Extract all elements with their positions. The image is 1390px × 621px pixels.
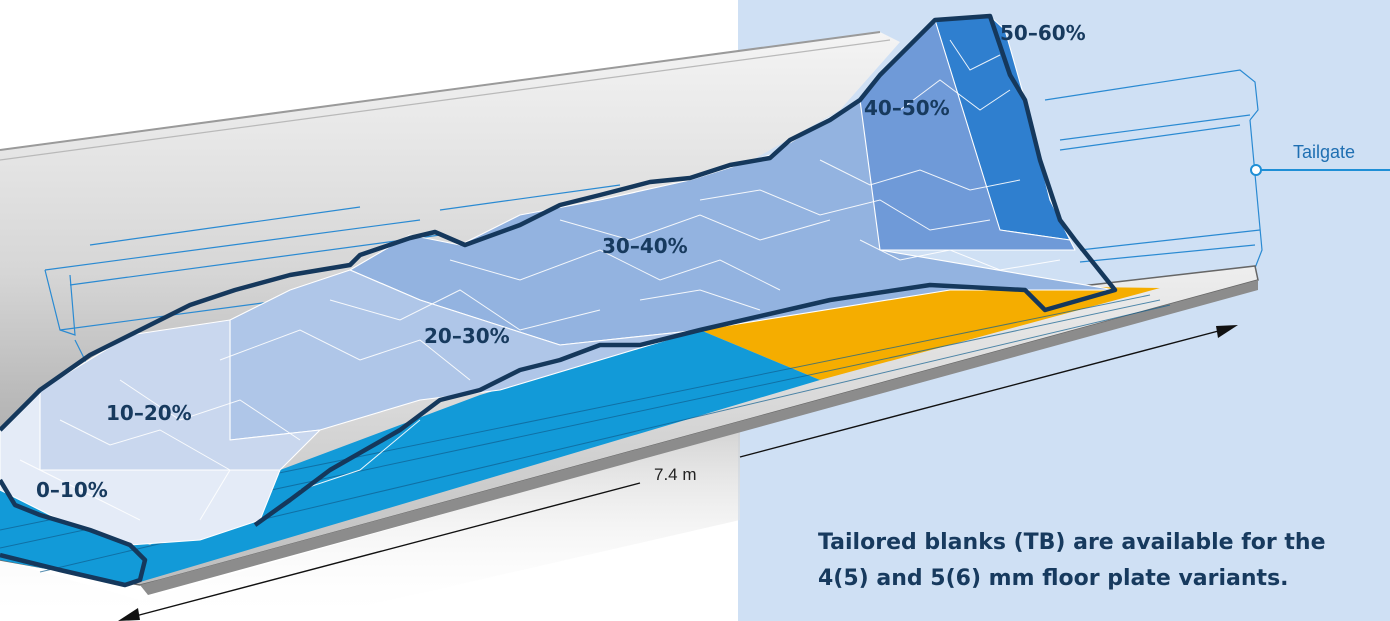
wear-pile-outline bbox=[0, 13, 1118, 527]
dimension-arrowhead-right bbox=[1216, 325, 1238, 338]
caption-line-1: Tailored blanks (TB) are available for t… bbox=[818, 530, 1326, 555]
zone-label-20-30: 20–30% bbox=[424, 324, 510, 348]
zone-label-0-10: 0–10% bbox=[36, 478, 108, 502]
zone-label-40-50: 40–50% bbox=[864, 96, 950, 120]
zone-label-30-40: 30–40% bbox=[602, 234, 688, 258]
zone-label-10-20: 10–20% bbox=[106, 401, 192, 425]
dimension-arrowhead-left bbox=[118, 608, 140, 621]
wall-crease bbox=[0, 39, 891, 161]
wear-facet-lines bbox=[19, 39, 1061, 521]
wear-heatmap bbox=[0, 15, 1116, 546]
wall-top-edge bbox=[0, 31, 881, 151]
body-shadow bbox=[0, 430, 740, 621]
dimension-line-right bbox=[739, 328, 1227, 458]
caption: Tailored blanks (TB) are available for t… bbox=[818, 525, 1378, 597]
dimension-line-left bbox=[127, 482, 641, 619]
dimension-label: 7.4 m bbox=[654, 465, 697, 484]
body-wireframe bbox=[44, 69, 1263, 431]
tailgate-callout-dot bbox=[1250, 164, 1262, 176]
floor-edge bbox=[140, 280, 1258, 595]
wear-pile-outline-front bbox=[0, 478, 148, 588]
tailgate-label: Tailgate bbox=[1293, 142, 1355, 162]
caption-line-2: 4(5) and 5(6) mm floor plate variants. bbox=[818, 566, 1289, 591]
zone-label-50-60: 50–60% bbox=[1000, 21, 1086, 45]
